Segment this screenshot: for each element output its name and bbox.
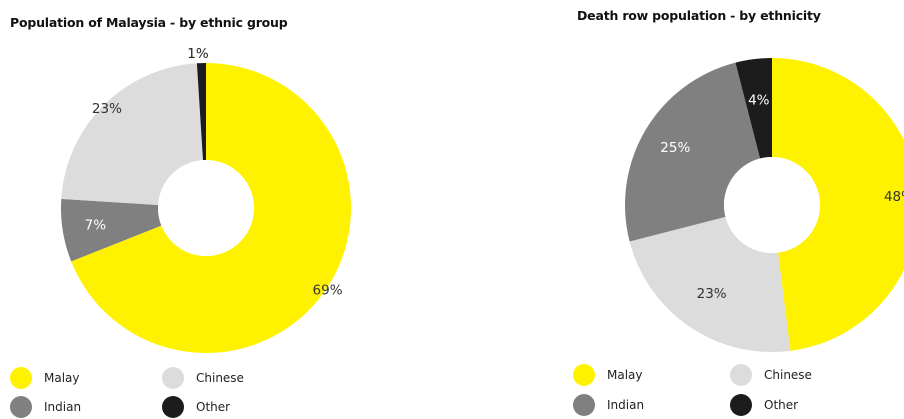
- data-label-malay: 69%: [313, 283, 343, 299]
- slice-malay: [772, 58, 904, 351]
- slice-chinese: [629, 216, 791, 352]
- donut-hole: [724, 157, 820, 253]
- legend-item-indian: Indian: [573, 394, 644, 416]
- legend-swatch-other: [730, 394, 752, 416]
- legend-swatch-chinese: [730, 364, 752, 386]
- legend-label-malay: Malay: [44, 371, 80, 385]
- legend-label-malay: Malay: [607, 368, 643, 382]
- legend-swatch-chinese: [162, 367, 184, 389]
- legend-label-indian: Indian: [607, 398, 645, 412]
- slice-chinese: [61, 63, 203, 205]
- legend-item-other: Other: [162, 396, 230, 418]
- donut-chart-death-row: 48% 23% 25% 4%: [625, 58, 904, 352]
- data-label-chinese: 23%: [92, 101, 122, 117]
- legend-item-other: Other: [730, 394, 798, 416]
- legend-label-chinese: Chinese: [764, 368, 812, 382]
- legend-label-chinese: Chinese: [196, 371, 244, 385]
- legend-item-malay: Malay: [573, 364, 643, 386]
- legend-item-malay: Malay: [10, 367, 80, 389]
- slice-indian: [625, 62, 761, 242]
- slice-malay: [71, 63, 352, 353]
- data-label-indian: 25%: [660, 140, 690, 156]
- data-label-malay: 48%: [884, 189, 904, 205]
- data-label-other: 4%: [748, 92, 770, 108]
- data-label-indian: 7%: [85, 218, 107, 234]
- data-label-chinese: 23%: [697, 286, 727, 302]
- slice-other: [196, 63, 206, 161]
- legend-swatch-indian: [573, 394, 595, 416]
- legend-swatch-other: [162, 396, 184, 418]
- chart-title-population: Population of Malaysia - by ethnic group: [10, 15, 288, 30]
- legend-swatch-malay: [573, 364, 595, 386]
- legend-label-other: Other: [196, 400, 231, 414]
- donut-hole: [158, 160, 254, 256]
- chart-title-death-row: Death row population - by ethnicity: [577, 8, 821, 23]
- legend-swatch-indian: [10, 396, 32, 418]
- data-label-other: 1%: [187, 46, 209, 62]
- legend-item-chinese: Chinese: [162, 367, 244, 389]
- slice-indian: [61, 198, 162, 262]
- slice-other: [735, 58, 772, 159]
- legend-label-other: Other: [764, 398, 799, 412]
- legend-item-chinese: Chinese: [730, 364, 812, 386]
- legend-item-indian: Indian: [10, 396, 81, 418]
- donut-chart-population: 69% 7% 23% 1%: [61, 46, 352, 353]
- legend-swatch-malay: [10, 367, 32, 389]
- legend-label-indian: Indian: [44, 400, 82, 414]
